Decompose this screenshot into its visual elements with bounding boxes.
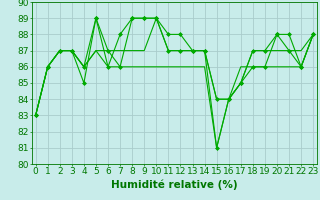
X-axis label: Humidité relative (%): Humidité relative (%): [111, 179, 238, 190]
